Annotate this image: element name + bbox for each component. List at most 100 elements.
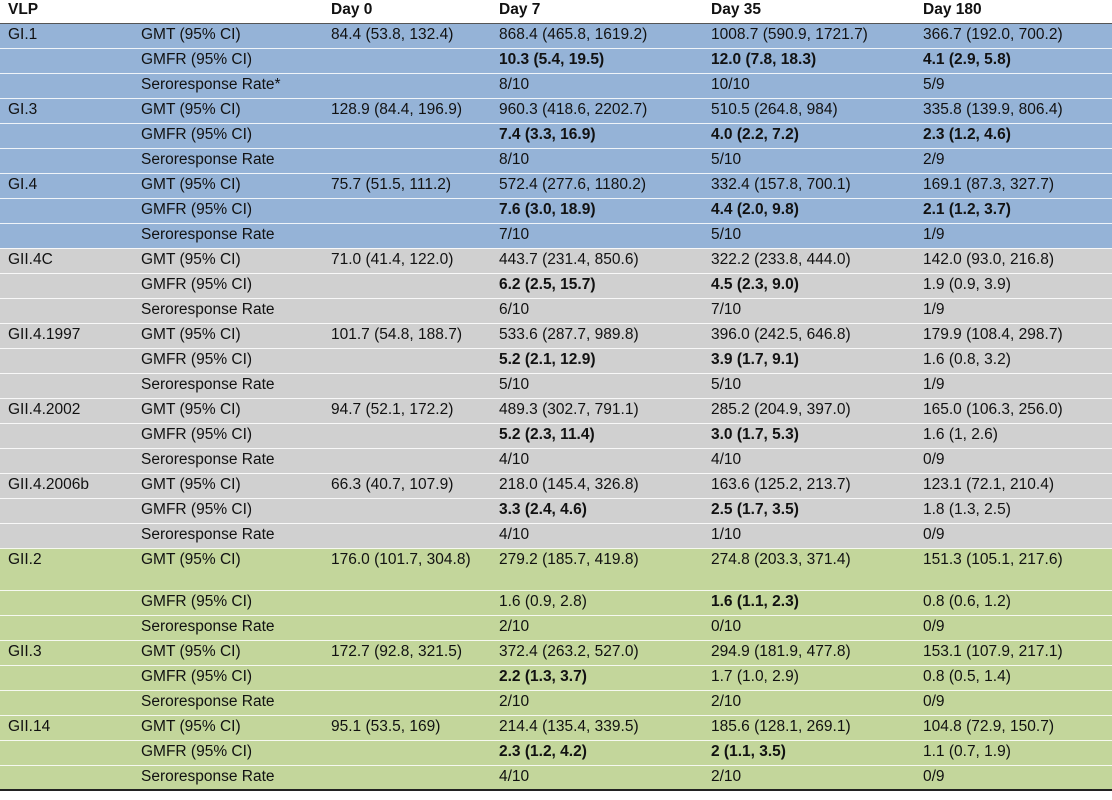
day-180-cell: 2.3 (1.2, 4.6) [915,122,1112,148]
vlp-cell: GI.1 [0,22,133,48]
day-0-cell [323,764,491,791]
day-180-cell: 0/9 [915,689,1112,715]
day-35-cell: 185.6 (128.1, 269.1) [703,714,915,740]
day-180-cell: 1/9 [915,297,1112,323]
vlp-cell [0,497,133,523]
day-180-cell: 0.8 (0.5, 1.4) [915,664,1112,690]
header-row: VLP Day 0 Day 7 Day 35 Day 180 [0,0,1112,24]
day-35-cell: 163.6 (125.2, 213.7) [703,472,915,498]
day-7-cell: 4/10 [491,522,703,548]
day-35-cell: 1.7 (1.0, 2.9) [703,664,915,690]
day-180-cell: 1.9 (0.9, 3.9) [915,272,1112,298]
vlp-cell [0,664,133,690]
day-7-cell: 2/10 [491,689,703,715]
day-35-cell: 510.5 (264.8, 984) [703,97,915,123]
day-7-cell: 7.4 (3.3, 16.9) [491,122,703,148]
day-35-cell: 7/10 [703,297,915,323]
day-180-cell: 169.1 (87.3, 327.7) [915,172,1112,198]
day-7-cell: 8/10 [491,147,703,173]
day-7-cell: 3.3 (2.4, 4.6) [491,497,703,523]
day-180-cell: 1.1 (0.7, 1.9) [915,739,1112,765]
measure-cell: Seroresponse Rate [133,147,323,173]
vlp-cell [0,122,133,148]
measure-cell: Seroresponse Rate [133,689,323,715]
day-0-cell [323,422,491,448]
day-0-cell [323,664,491,690]
day-35-cell: 12.0 (7.8, 18.3) [703,47,915,73]
day-180-cell: 335.8 (139.9, 806.4) [915,97,1112,123]
vlp-cell [0,197,133,223]
day-0-cell [323,272,491,298]
day-0-cell: 176.0 (101.7, 304.8) [323,547,491,590]
day-180-cell: 1.8 (1.3, 2.5) [915,497,1112,523]
day-7-cell: 218.0 (145.4, 326.8) [491,472,703,498]
header-day-35: Day 35 [703,0,915,24]
table-row: Seroresponse Rate 2/10 0/10 0/9 [0,614,1112,640]
table-row: GMFR (95% CI) 2.3 (1.2, 4.2) 2 (1.1, 3.5) 1… [0,739,1112,765]
day-0-cell [323,222,491,248]
vlp-cell: GII.14 [0,714,133,740]
table-row: GMFR (95% CI) 10.3 (5.4, 19.5) 12.0 (7.8, … [0,47,1112,73]
day-0-cell [323,589,491,615]
day-180-cell: 1/9 [915,222,1112,248]
table-row: GII.4.2002 GMT (95% CI) 94.7 (52.1, 172.2)… [0,397,1112,423]
header-day-7: Day 7 [491,0,703,24]
vlp-cell: GII.4.1997 [0,322,133,348]
measure-cell: GMFR (95% CI) [133,47,323,73]
measure-cell: GMT (95% CI) [133,714,323,740]
table-row: GMFR (95% CI) 6.2 (2.5, 15.7) 4.5 (2.3, 9.… [0,272,1112,298]
measure-cell: GMT (95% CI) [133,22,323,48]
day-0-cell [323,197,491,223]
day-7-cell: 572.4 (277.6, 1180.2) [491,172,703,198]
day-7-cell: 214.4 (135.4, 339.5) [491,714,703,740]
table-row: GMFR (95% CI) 7.4 (3.3, 16.9) 4.0 (2.2, 7.… [0,122,1112,148]
day-35-cell: 4.4 (2.0, 9.8) [703,197,915,223]
day-7-cell: 7/10 [491,222,703,248]
day-180-cell: 123.1 (72.1, 210.4) [915,472,1112,498]
day-180-cell: 153.1 (107.9, 217.1) [915,639,1112,665]
table-row: GMFR (95% CI) 1.6 (0.9, 2.8) 1.6 (1.1, 2.3… [0,589,1112,615]
day-35-cell: 3.0 (1.7, 5.3) [703,422,915,448]
vlp-cell [0,372,133,398]
day-35-cell: 285.2 (204.9, 397.0) [703,397,915,423]
table-row: GMFR (95% CI) 5.2 (2.1, 12.9) 3.9 (1.7, 9.… [0,347,1112,373]
day-7-cell: 2.2 (1.3, 3.7) [491,664,703,690]
measure-cell: Seroresponse Rate [133,372,323,398]
table-row: GI.1 GMT (95% CI) 84.4 (53.8, 132.4) 868.4 … [0,22,1112,48]
day-0-cell: 95.1 (53.5, 169) [323,714,491,740]
vlp-cell: GI.3 [0,97,133,123]
table-row: GII.4.2006b GMT (95% CI) 66.3 (40.7, 107.9… [0,472,1112,498]
vlp-cell [0,147,133,173]
day-0-cell [323,47,491,73]
measure-cell: GMT (95% CI) [133,397,323,423]
measure-cell: GMFR (95% CI) [133,497,323,523]
vlp-cell: GII.3 [0,639,133,665]
measure-cell: GMT (95% CI) [133,97,323,123]
day-35-cell: 10/10 [703,72,915,98]
vlp-cell [0,47,133,73]
day-35-cell: 5/10 [703,147,915,173]
measure-cell: GMT (95% CI) [133,639,323,665]
vlp-cell [0,272,133,298]
day-180-cell: 0/9 [915,447,1112,473]
vlp-cell: GII.4.2002 [0,397,133,423]
day-35-cell: 2 (1.1, 3.5) [703,739,915,765]
day-35-cell: 4/10 [703,447,915,473]
day-7-cell: 443.7 (231.4, 850.6) [491,247,703,273]
day-7-cell: 8/10 [491,72,703,98]
measure-cell: Seroresponse Rate [133,297,323,323]
day-180-cell: 4.1 (2.9, 5.8) [915,47,1112,73]
header-vlp: VLP [0,0,133,24]
day-35-cell: 1.6 (1.1, 2.3) [703,589,915,615]
day-0-cell: 71.0 (41.4, 122.0) [323,247,491,273]
day-0-cell [323,372,491,398]
day-180-cell: 1.6 (0.8, 3.2) [915,347,1112,373]
day-7-cell: 489.3 (302.7, 791.1) [491,397,703,423]
table-row: GII.4.1997 GMT (95% CI) 101.7 (54.8, 188.7… [0,322,1112,348]
table-row: GII.3 GMT (95% CI) 172.7 (92.8, 321.5) 372.… [0,639,1112,665]
day-35-cell: 5/10 [703,372,915,398]
day-35-cell: 1/10 [703,522,915,548]
vlp-cell [0,764,133,791]
measure-cell: GMT (95% CI) [133,472,323,498]
day-180-cell: 165.0 (106.3, 256.0) [915,397,1112,423]
